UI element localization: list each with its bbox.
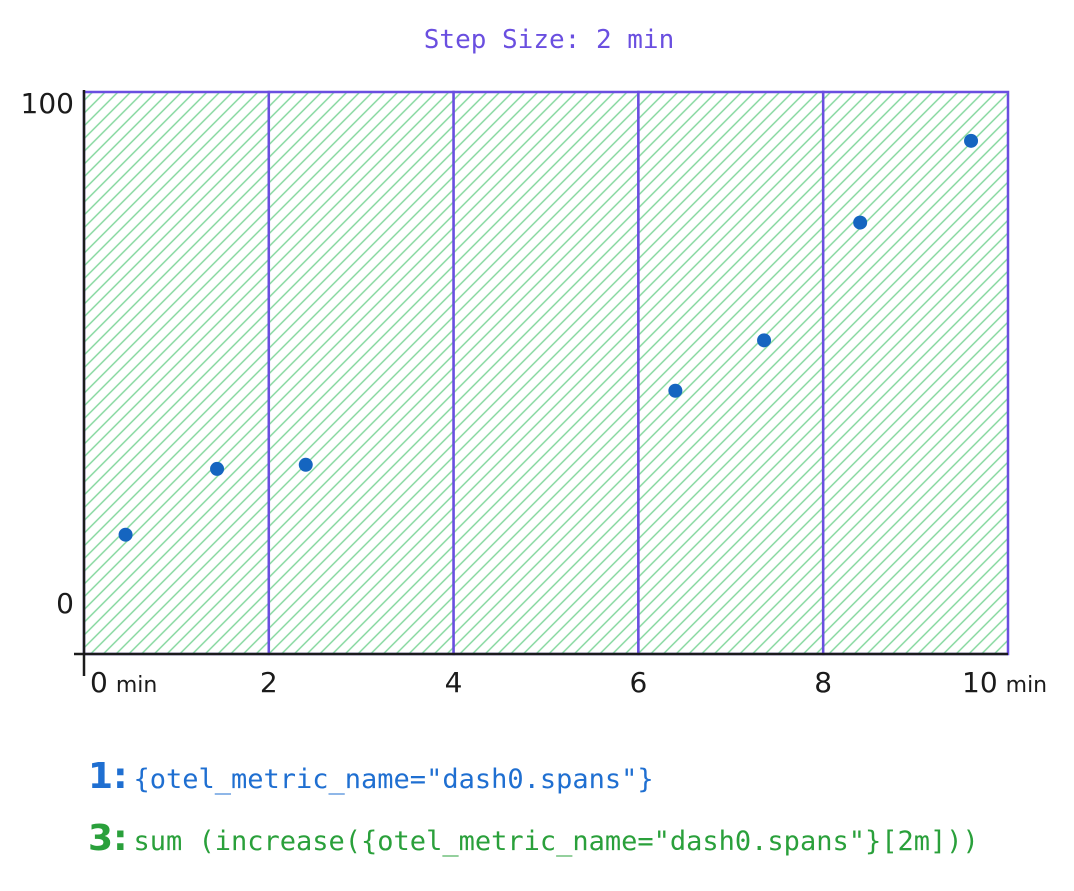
y-axis-ticks: 0 100	[21, 87, 74, 620]
step-band-2	[267, 90, 455, 656]
x-tick-unit: min	[116, 673, 158, 698]
x-tick-label-2: 2	[260, 666, 278, 699]
axes	[74, 90, 1008, 676]
data-points	[118, 133, 979, 542]
query-3-number: 3:	[88, 818, 128, 859]
x-tick-label-10: 10 min	[962, 666, 1047, 699]
data-point-5	[757, 333, 772, 348]
query-1: 1: {otel_metric_name="dash0.spans"}	[88, 756, 654, 797]
data-point-1	[118, 527, 133, 542]
x-tick-label-0: 0 min	[90, 666, 157, 699]
x-tick-label-6: 6	[629, 666, 647, 699]
y-tick-label-100: 100	[21, 87, 74, 120]
data-point-3	[298, 457, 313, 472]
x-axis-ticks: 0 min 2 4 6 8 10 min	[90, 666, 1047, 699]
query-3-text: sum (increase({otel_metric_name="dash0.s…	[133, 826, 979, 857]
y-tick-label-0: 0	[56, 587, 74, 620]
step-band-4	[452, 90, 640, 656]
step-bands	[82, 90, 1010, 656]
x-tick-label-4: 4	[445, 666, 463, 699]
data-point-2	[210, 461, 225, 476]
query-1-number: 1:	[88, 756, 128, 797]
query-1-text: {otel_metric_name="dash0.spans"}	[133, 764, 654, 795]
data-point-4	[668, 383, 683, 398]
step-band-6	[637, 90, 825, 656]
data-point-6	[853, 215, 868, 230]
step-band-0	[82, 90, 271, 656]
data-point-7	[964, 133, 979, 148]
chart-title: Step Size: 2 min	[424, 25, 674, 55]
step-band-8	[821, 90, 1010, 656]
x-tick-unit: min	[1006, 673, 1048, 698]
query-3: 3: sum (increase({otel_metric_name="dash0…	[88, 818, 979, 859]
x-tick-label-8: 8	[814, 666, 832, 699]
